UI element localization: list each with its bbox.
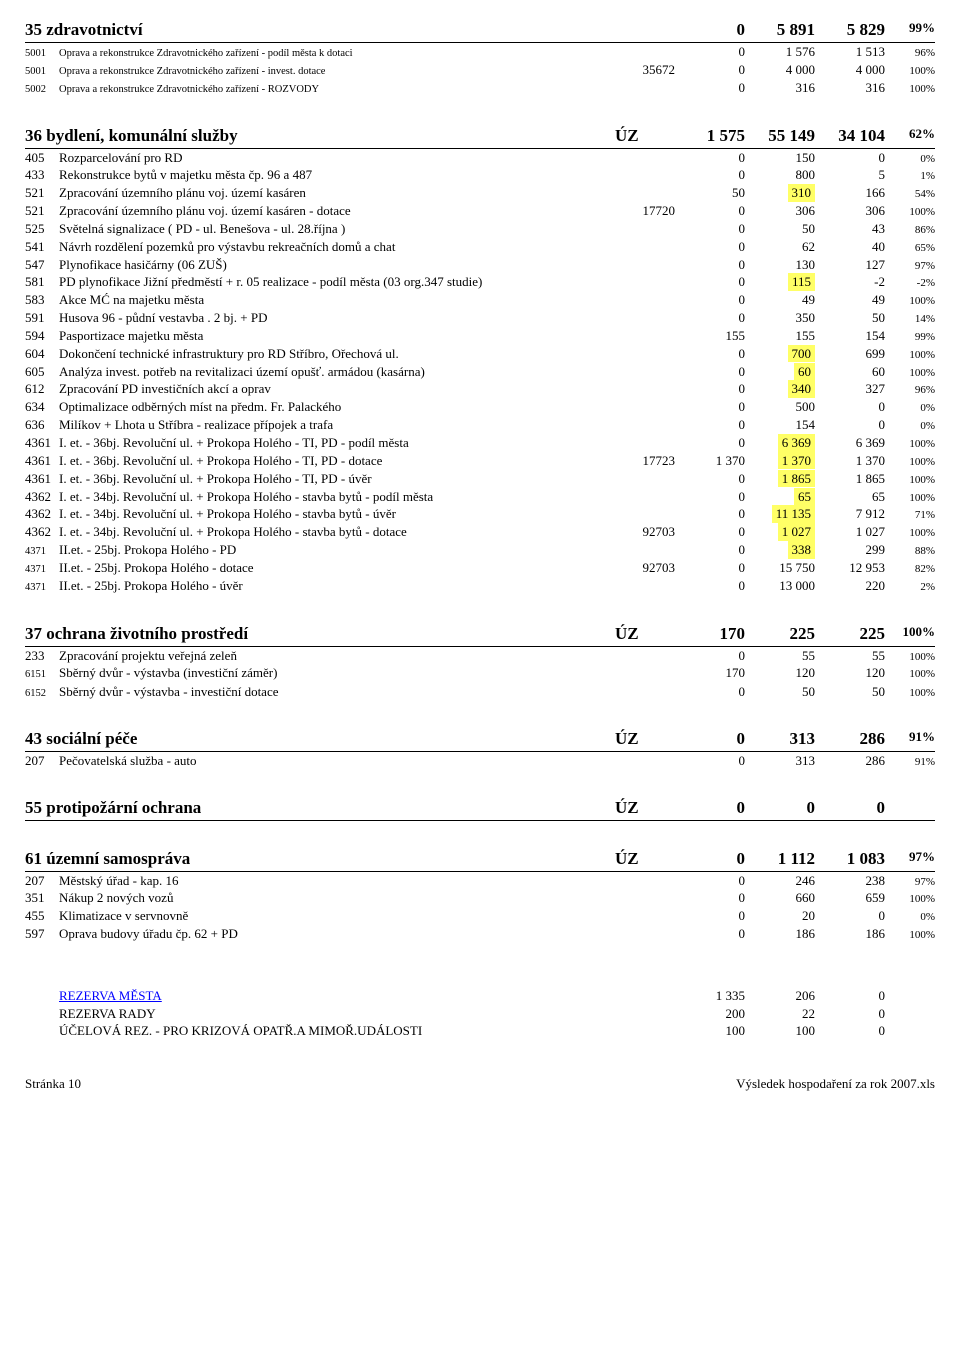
document-body: 35 zdravotnictví05 8915 82999%5001Oprava… bbox=[25, 20, 935, 1040]
table-row: 591Husova 96 - půdní vestavba . 2 bj. + … bbox=[25, 309, 935, 327]
table-row: 4371II.et. - 25bj. Prokopa Holého - dota… bbox=[25, 559, 935, 577]
page-footer: Stránka 10 Výsledek hospodaření za rok 2… bbox=[25, 1076, 935, 1092]
section-header: 61 územní samosprávaÚZ01 1121 08397% bbox=[25, 849, 935, 872]
table-row: 351Nákup 2 nových vozů0660659100% bbox=[25, 889, 935, 907]
table-row: 634Optimalizace odběrných míst na předm.… bbox=[25, 398, 935, 416]
table-row: 4361I. et. - 36bj. Revoluční ul. + Proko… bbox=[25, 452, 935, 470]
table-row: 6152Sběrný dvůr - výstavba - investiční … bbox=[25, 683, 935, 701]
section-header: 43 sociální péčeÚZ031328691% bbox=[25, 729, 935, 752]
table-row: 4362I. et. - 34bj. Revoluční ul. + Proko… bbox=[25, 488, 935, 506]
table-row: 4362I. et. - 34bj. Revoluční ul. + Proko… bbox=[25, 505, 935, 523]
footer-file: Výsledek hospodaření za rok 2007.xls bbox=[736, 1076, 935, 1092]
table-row: 4361I. et. - 36bj. Revoluční ul. + Proko… bbox=[25, 470, 935, 488]
table-row: 455Klimatizace v servnovně02000% bbox=[25, 907, 935, 925]
reserves-block: REZERVA MĚSTA1 3352060REZERVA RADY200220… bbox=[25, 987, 935, 1040]
table-row: 4371II.et. - 25bj. Prokopa Holého - PD03… bbox=[25, 541, 935, 559]
reserve-row: REZERVA MĚSTA1 3352060 bbox=[25, 987, 935, 1005]
table-row: 547Plynofikace hasičárny (06 ZUŠ)0130127… bbox=[25, 256, 935, 274]
section-header: 37 ochrana životního prostředíÚZ17022522… bbox=[25, 624, 935, 647]
section-header: 35 zdravotnictví05 8915 82999% bbox=[25, 20, 935, 43]
table-row: 604Dokončení technické infrastruktury pr… bbox=[25, 345, 935, 363]
table-row: 4361I. et. - 36bj. Revoluční ul. + Proko… bbox=[25, 434, 935, 452]
section-header: 36 bydlení, komunální službyÚZ1 57555 14… bbox=[25, 126, 935, 149]
table-row: 597Oprava budovy úřadu čp. 62 + PD018618… bbox=[25, 925, 935, 943]
table-row: 525Světelná signalizace ( PD - ul. Beneš… bbox=[25, 220, 935, 238]
table-row: 233Zpracování projektu veřejná zeleň0555… bbox=[25, 647, 935, 665]
table-row: 4371II.et. - 25bj. Prokopa Holého - úvěr… bbox=[25, 577, 935, 595]
table-row: 5001Oprava a rekonstrukce Zdravotnického… bbox=[25, 43, 935, 61]
table-row: 605Analýza invest. potřeb na revitalizac… bbox=[25, 363, 935, 381]
table-row: 5002Oprava a rekonstrukce Zdravotnického… bbox=[25, 79, 935, 97]
table-row: 541Návrh rozdělení pozemků pro výstavbu … bbox=[25, 238, 935, 256]
table-row: 433Rekonstrukce bytů v majetku města čp.… bbox=[25, 166, 935, 184]
table-row: 6151Sběrný dvůr - výstavba (investiční z… bbox=[25, 664, 935, 682]
table-row: 521Zpracování územního plánu voj. území … bbox=[25, 202, 935, 220]
reserve-row: ÚČELOVÁ REZ. - PRO KRIZOVÁ OPATŘ.A MIMOŘ… bbox=[25, 1022, 935, 1040]
footer-page: Stránka 10 bbox=[25, 1076, 81, 1092]
table-row: 636Milíkov + Lhota u Stříbra - realizace… bbox=[25, 416, 935, 434]
table-row: 405Rozparcelování pro RD015000% bbox=[25, 149, 935, 167]
table-row: 5001Oprava a rekonstrukce Zdravotnického… bbox=[25, 61, 935, 79]
table-row: 207Městský úřad - kap. 16024623897% bbox=[25, 872, 935, 890]
section-header: 55 protipožární ochranaÚZ000 bbox=[25, 798, 935, 821]
table-row: 4362I. et. - 34bj. Revoluční ul. + Proko… bbox=[25, 523, 935, 541]
table-row: 583Akce MĆ na majetku města04949100% bbox=[25, 291, 935, 309]
table-row: 594Pasportizace majetku města15515515499… bbox=[25, 327, 935, 345]
table-row: 207Pečovatelská služba - auto031328691% bbox=[25, 752, 935, 770]
table-row: 521Zpracování územního plánu voj. území … bbox=[25, 184, 935, 202]
table-row: 581PD plynofikace Jižní předměstí + r. 0… bbox=[25, 273, 935, 291]
table-row: 612Zpracování PD investičních akcí a opr… bbox=[25, 380, 935, 398]
reserve-row: REZERVA RADY200220 bbox=[25, 1005, 935, 1023]
